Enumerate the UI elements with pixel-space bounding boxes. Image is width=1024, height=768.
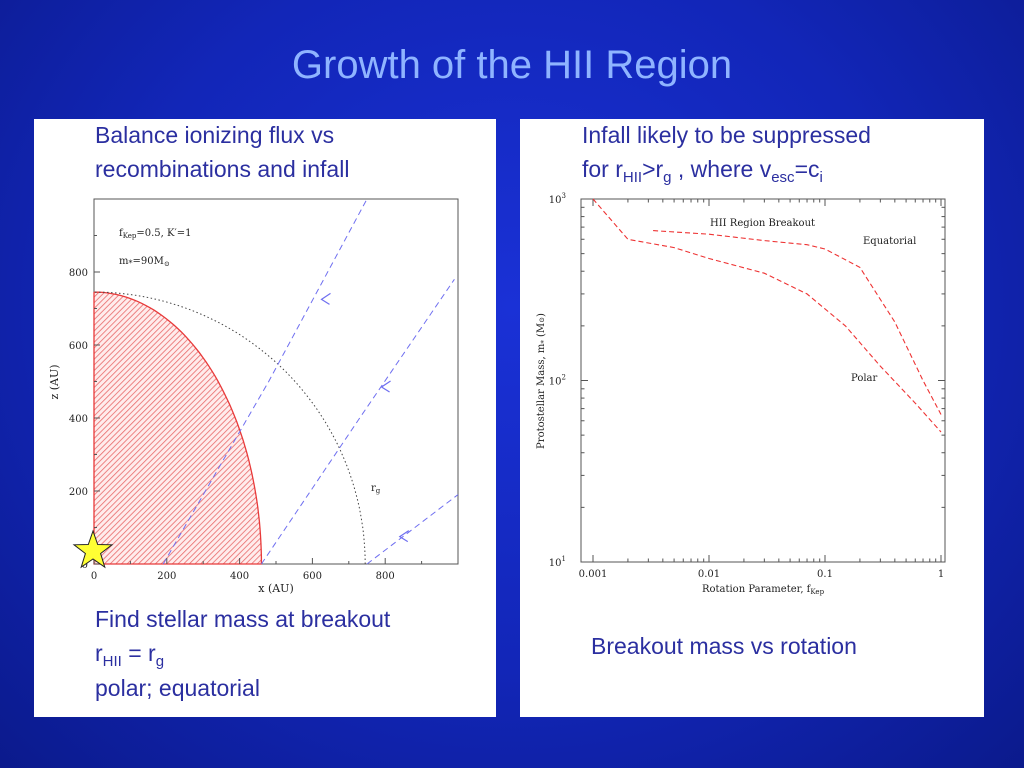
ct-b: >r (642, 156, 664, 182)
geo-ytick-label: 0 (82, 560, 88, 571)
geo-xtick-label: 200 (157, 571, 176, 582)
ct-sub3: esc (771, 169, 795, 186)
left-caption-line1: Balance ionizing flux vs (95, 122, 335, 148)
series-line-equatorial (653, 230, 942, 415)
streamline-arrow-3 (398, 530, 410, 543)
streamline-3 (366, 494, 459, 565)
mass-xtick-label: 0.1 (817, 569, 833, 580)
left-panel: Balance ionizing flux vs recombinations … (34, 119, 496, 717)
plot-frame (580, 198, 946, 563)
mass-ytick-label: 103 (549, 192, 566, 206)
geo-xtick-label: 400 (230, 571, 249, 582)
ct-d: =c (794, 156, 820, 182)
series-label-equatorial: Equatorial (863, 236, 916, 247)
geo-ytick-label: 200 (69, 487, 88, 498)
hii-geometry-plot: 0 200 400 600 800 0 200 400 600 800 x (AU) z (AU… (48, 198, 459, 595)
mass-xtick-label: 1 (938, 569, 944, 580)
streamline-arrow-1 (320, 292, 331, 305)
breakout-mass-chart: 0.001 0.01 0.1 1 101 102 103 HII Region Breako… (536, 192, 946, 596)
right-panel: Infall likely to be suppressed for rHII>… (520, 119, 984, 717)
geo-xtick-label: 600 (303, 571, 322, 582)
geo-ytick-label: 800 (69, 268, 88, 279)
right-caption-line2: for rHII>rg , where vesc=ci (582, 153, 823, 194)
mass-ylabel: Protostellar Mass, m* (M⊙) (536, 313, 548, 449)
mass-annotation: m*=90M⊙ (119, 256, 170, 268)
left-caption-line2: recombinations and infall (95, 156, 350, 182)
geo-ytick-label: 400 (69, 414, 88, 425)
rg-boundary (93, 291, 366, 565)
ct-c: , where v (671, 156, 772, 182)
eq-r1: r (95, 640, 103, 666)
mass-xtick-label: 0.01 (698, 569, 720, 580)
series-line-polar (592, 198, 942, 433)
eq-sub2: g (155, 653, 165, 670)
left-bottom-line1: Find stellar mass at breakout (95, 606, 391, 632)
mass-xtick-label: 0.001 (579, 569, 608, 580)
mass-ytick-label: 102 (549, 374, 566, 388)
fkep-annotation: fKep=0.5, K′=1 (119, 228, 192, 240)
eq-mid: = r (121, 640, 156, 666)
geo-ylabel: z (AU) (48, 364, 61, 399)
mass-ytick-label: 101 (549, 555, 566, 569)
ct-a: for r (582, 156, 623, 182)
hii-region (93, 291, 263, 565)
streamline-1 (162, 198, 368, 565)
ct-sub4: i (819, 169, 823, 186)
geo-xlabel: x (AU) (258, 582, 294, 595)
chart-title: HII Region Breakout (710, 218, 815, 229)
series-label-polar: Polar (851, 373, 878, 384)
star-icon (72, 529, 114, 569)
geo-ytick-label: 600 (69, 341, 88, 352)
geo-xtick-label: 800 (376, 571, 395, 582)
geo-xtick-label: 0 (91, 571, 97, 582)
streamline-2 (260, 279, 455, 565)
rg-label: rg (371, 483, 381, 495)
ct-sub1: HII (622, 169, 643, 186)
streamline-arrow-2 (380, 380, 391, 393)
left-bottom-equation: rHII = rg (95, 637, 164, 678)
right-caption-line1: Infall likely to be suppressed (582, 122, 871, 148)
eq-sub1: HII (102, 653, 122, 670)
slide-title: Growth of the HII Region (291, 43, 733, 87)
right-bottom-caption: Breakout mass vs rotation (591, 633, 857, 659)
ct-sub2: g (663, 169, 672, 186)
mass-xlabel: Rotation Parameter, fKep (702, 584, 825, 596)
left-bottom-line3: polar; equatorial (95, 675, 260, 701)
